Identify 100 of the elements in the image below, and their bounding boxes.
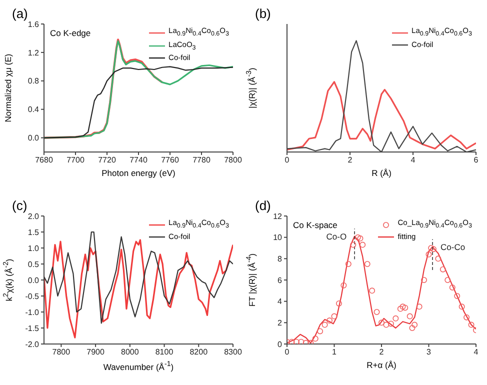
- point: [426, 251, 432, 258]
- x-tick-label: 7900: [86, 348, 105, 357]
- point: [322, 322, 328, 328]
- point: [468, 322, 474, 328]
- point: [317, 328, 324, 334]
- y-tick-label: 8: [278, 254, 283, 264]
- x-tick-label: 7800: [52, 348, 71, 357]
- x-tick-label: 4: [474, 348, 479, 357]
- x-tick-label: 8300: [224, 348, 242, 357]
- y-tick-label: 1.2: [28, 48, 40, 58]
- x-tick-label: 0: [284, 156, 290, 165]
- point: [340, 282, 347, 288]
- y-tick-label: 12: [273, 212, 283, 221]
- line-series: [44, 231, 233, 324]
- y-tick-label: 6: [278, 276, 283, 285]
- y-tick-label: -2.0: [25, 340, 40, 349]
- line-series: [44, 239, 233, 338]
- y-tick-label: 1.5: [28, 228, 40, 237]
- x-tick-label: 8200: [190, 348, 208, 357]
- point: [412, 322, 418, 328]
- x-tick-label: 7760: [161, 156, 180, 165]
- point: [374, 309, 380, 315]
- point: [350, 242, 356, 248]
- text: (a): [12, 6, 28, 21]
- x-tick-label: 2: [348, 156, 353, 165]
- y-tick-label: 2.0: [28, 212, 40, 221]
- text: (b): [255, 6, 271, 21]
- y-tick-label: 0.0: [28, 134, 40, 143]
- x-tick-label: 1: [332, 348, 338, 357]
- line-series: [44, 40, 233, 139]
- point: [360, 242, 366, 248]
- point: [312, 336, 318, 342]
- point: [440, 266, 446, 272]
- x-tick-label: 8000: [121, 348, 140, 357]
- point: [388, 320, 394, 327]
- point: [444, 277, 451, 283]
- point: [288, 338, 295, 344]
- y-tick-label: 0.4: [28, 105, 40, 114]
- point: [326, 318, 333, 324]
- point: [378, 320, 384, 326]
- x-axis-title: R (Å): [370, 168, 392, 178]
- text: (d): [255, 198, 271, 213]
- text: (c): [12, 198, 28, 213]
- annotation: Co-Co: [440, 242, 466, 252]
- point: [298, 338, 304, 344]
- y-tick-label: 0.8: [28, 76, 40, 86]
- y-tick-label: -1.5: [25, 324, 40, 333]
- x-tick-label: 7720: [98, 156, 116, 165]
- annotation: Co-O: [326, 231, 347, 242]
- point: [430, 246, 436, 252]
- y-tick-label: 0: [278, 340, 283, 349]
- point: [364, 261, 370, 267]
- point: [416, 304, 422, 310]
- x-tick-label: 2: [379, 348, 384, 357]
- x-tick-label: 4: [410, 156, 416, 165]
- x-tick-label: 0: [284, 348, 290, 357]
- y-tick-label: 10: [273, 233, 283, 242]
- point: [435, 256, 442, 262]
- y-tick-label: 1.6: [28, 20, 40, 29]
- line-series: [44, 66, 233, 138]
- x-axis-title: R+α (Å): [366, 360, 398, 370]
- y-tick-label: -1.0: [25, 308, 40, 317]
- point: [331, 313, 338, 320]
- x-tick-label: 7680: [35, 156, 54, 165]
- point: [354, 234, 361, 240]
- point: [397, 306, 404, 312]
- point: [454, 293, 460, 299]
- point: [357, 235, 364, 242]
- point: [428, 245, 434, 251]
- line-series: [44, 38, 164, 139]
- x-tick-label: 3: [426, 348, 432, 357]
- point: [406, 313, 413, 320]
- point: [400, 304, 406, 310]
- x-axis-title: Photon energy (eV): [100, 168, 176, 178]
- x-tick-label: 7800: [224, 156, 242, 165]
- point: [383, 322, 390, 328]
- point: [336, 300, 342, 306]
- x-tick-label: 7740: [130, 156, 148, 165]
- point: [458, 304, 465, 310]
- point: [464, 314, 470, 320]
- annotation: Co K-edge: [50, 28, 91, 38]
- y-tick-label: 2: [278, 318, 283, 328]
- y-axis-title: Normalized χμ (E): [3, 54, 13, 122]
- point: [402, 304, 408, 311]
- x-tick-label: 7700: [66, 156, 85, 165]
- point: [449, 284, 456, 290]
- point: [293, 338, 300, 344]
- y-tick-label: 0.5: [28, 260, 40, 269]
- x-axis-title: Wavenumber (Å$^{-1}$): [102, 360, 175, 372]
- y-tick-label: -0.5: [25, 292, 40, 301]
- y-tick-label: 4: [278, 297, 283, 306]
- point: [345, 261, 352, 267]
- y-tick-label: 0.0: [28, 276, 40, 285]
- x-tick-label: 8100: [155, 348, 174, 357]
- point: [421, 277, 428, 283]
- point: [369, 288, 376, 294]
- x-tick-label: 6: [474, 156, 479, 165]
- x-tick-label: 7780: [192, 156, 211, 165]
- annotation: Co K-space: [293, 220, 338, 230]
- point: [392, 315, 399, 322]
